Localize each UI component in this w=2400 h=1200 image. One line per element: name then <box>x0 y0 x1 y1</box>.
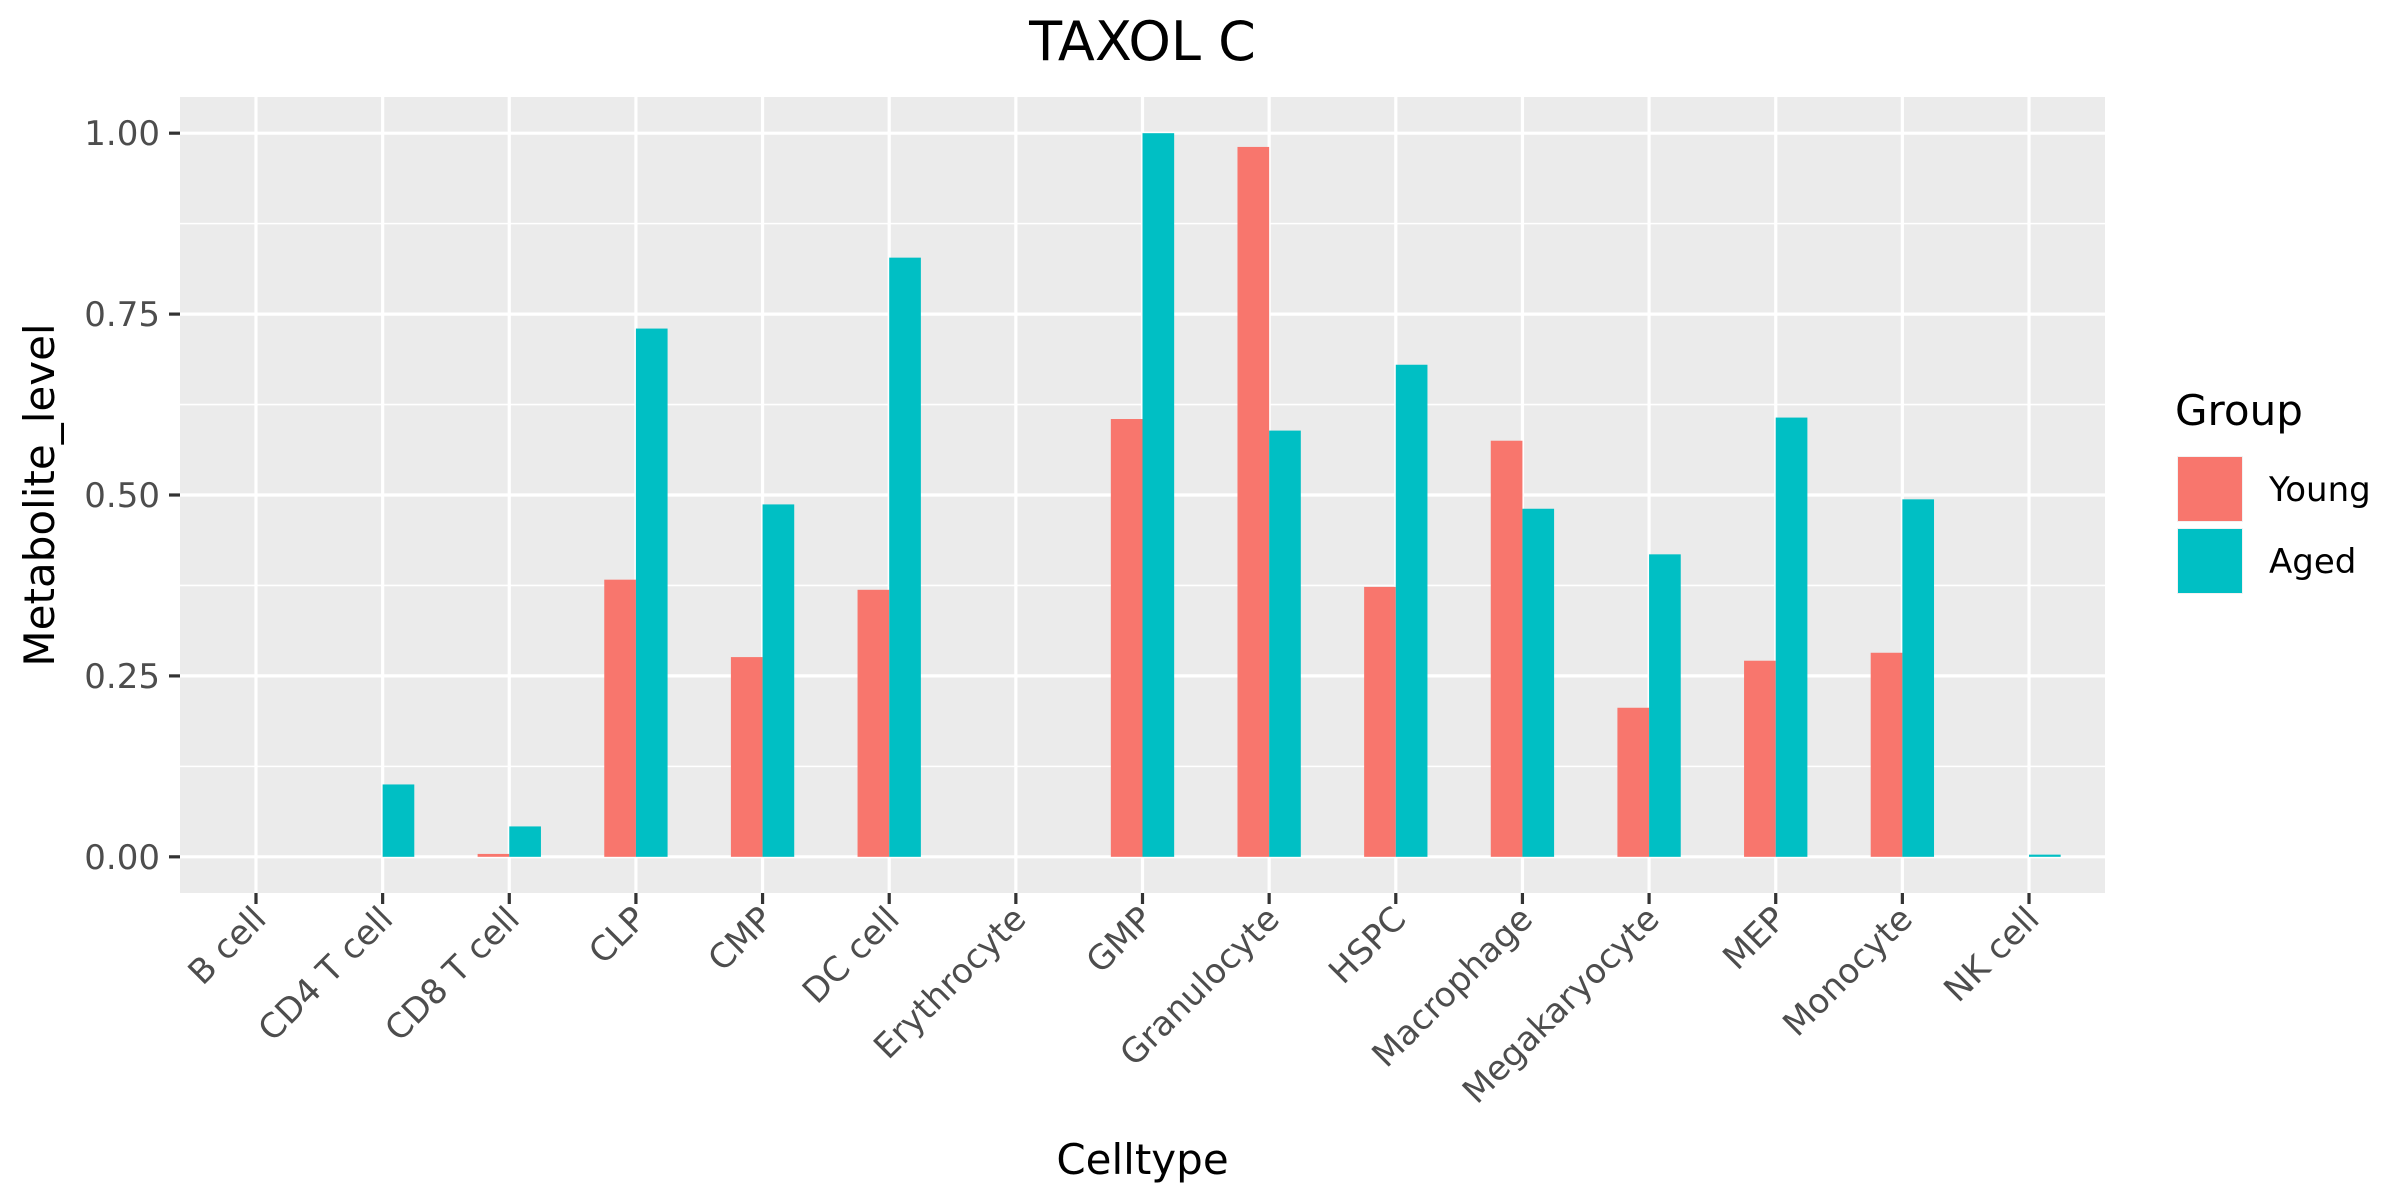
y-tick-label: 1.00 <box>84 114 160 154</box>
legend-label-young: Young <box>2268 470 2371 510</box>
bar-young-cmp <box>730 657 763 857</box>
bar-aged-nk-cell <box>2029 854 2061 857</box>
x-tick-label: NK cell <box>1936 899 2047 1010</box>
bar-young-granulocyte <box>1237 146 1270 857</box>
y-tick-label: 0.75 <box>84 295 160 335</box>
bar-aged-clp <box>635 328 668 857</box>
bar-aged-monocyte <box>1902 499 1935 857</box>
x-tick-label: Monocyte <box>1775 899 1920 1044</box>
legend: Group Young Aged <box>2175 386 2371 594</box>
y-tick-label: 0.50 <box>84 476 160 516</box>
x-tick-label: CMP <box>701 899 781 979</box>
bar-aged-cd8-t-cell <box>509 826 541 857</box>
bar-aged-hspc <box>1395 364 1428 857</box>
bar-young-hspc <box>1364 586 1396 857</box>
chart-title: TAXOL C <box>1028 10 1256 73</box>
bar-aged-cmp <box>762 504 795 857</box>
x-axis-title: Celltype <box>1056 1135 1228 1184</box>
bar-young-megakaryocyte <box>1617 707 1650 857</box>
x-tick-label: CD4 T cell <box>251 899 401 1049</box>
x-tick-label: HSPC <box>1321 899 1414 992</box>
x-tick-label: CD8 T cell <box>377 899 527 1049</box>
bar-young-mep <box>1744 660 1776 857</box>
legend-title: Group <box>2175 386 2303 435</box>
y-tick-label: 0.00 <box>84 838 160 878</box>
x-tick-label: DC cell <box>795 899 908 1012</box>
bar-young-macrophage <box>1490 440 1523 857</box>
bar-aged-macrophage <box>1522 508 1555 857</box>
y-tick-label: 0.25 <box>84 657 160 697</box>
bars <box>382 133 2061 857</box>
bar-aged-cd4-t-cell <box>382 784 415 857</box>
bar-aged-dc-cell <box>889 257 921 857</box>
legend-swatch-young <box>2178 457 2242 521</box>
bar-aged-mep <box>1775 417 1808 857</box>
legend-items: Young Aged <box>2177 456 2371 594</box>
bar-young-dc-cell <box>857 589 890 857</box>
legend-label-aged: Aged <box>2269 542 2356 582</box>
bar-aged-gmp <box>1142 133 1175 857</box>
bar-young-cd8-t-cell <box>477 853 510 857</box>
bar-young-clp <box>604 579 636 857</box>
bar-young-monocyte <box>1870 652 1903 857</box>
x-tick-label: MEP <box>1715 899 1794 978</box>
x-tick-label: GMP <box>1079 899 1161 981</box>
bar-aged-granulocyte <box>1269 430 1301 857</box>
bar-aged-megakaryocyte <box>1649 554 1681 857</box>
legend-swatch-aged <box>2178 529 2242 593</box>
x-tick-label: CLP <box>581 899 654 972</box>
x-tick-label: B cell <box>181 899 275 993</box>
y-axis: 0.00 0.25 0.50 0.75 1.00 <box>84 114 180 878</box>
y-axis-title: Metabolite_level <box>15 323 64 666</box>
bar-young-gmp <box>1110 419 1143 857</box>
